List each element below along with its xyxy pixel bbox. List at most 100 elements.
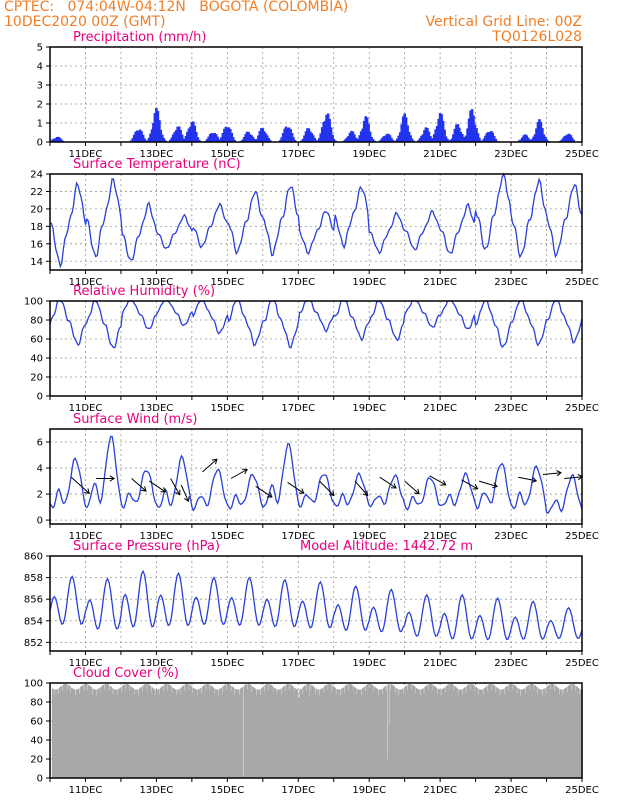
cloud-bar [384, 686, 386, 778]
precip-bar [519, 139, 523, 142]
precip-bar [230, 133, 234, 142]
cloud-bar [367, 684, 369, 778]
cloud-bar [447, 684, 449, 778]
precip-bar [420, 135, 423, 142]
cloud-bar [270, 685, 272, 778]
cloud-bar [424, 686, 427, 778]
cloud-bar [472, 684, 475, 778]
precip-bar [247, 131, 250, 142]
precip-bar [205, 139, 209, 142]
cloud-bar [441, 689, 444, 778]
cloud-bar [110, 686, 112, 778]
cloud-bar [318, 695, 320, 778]
cloud-bar [394, 692, 396, 778]
precip-bar [357, 138, 360, 142]
cloud-bar [532, 690, 534, 778]
cloud-bar [534, 685, 536, 778]
precip-bar [323, 120, 327, 142]
cloud-bar [65, 684, 67, 778]
precip-bar [458, 127, 461, 142]
cloud-bar [248, 684, 250, 778]
precip-bar [261, 128, 265, 142]
precip-bar [186, 131, 189, 142]
cloud-bar [405, 685, 407, 778]
cloud-bar [385, 686, 387, 778]
cloud-bar [122, 685, 124, 778]
cloud-bar [209, 685, 212, 778]
cloud-bar [182, 685, 184, 778]
cloud-bar [150, 685, 152, 778]
cloud-bar [344, 686, 346, 778]
precip-bar [535, 128, 538, 142]
cloud-bar [269, 684, 271, 778]
x-tick-label: 13DEC [140, 785, 174, 796]
header-line-2: 10DEC2020 00Z (GMT) [4, 14, 166, 30]
precip-bar [518, 140, 521, 142]
cloud-bar [121, 692, 123, 778]
cloud-bar [64, 684, 66, 778]
cloud-bar [431, 684, 433, 778]
cloud-bar [320, 688, 322, 778]
cloud-bar [484, 687, 486, 778]
cloud-bar [407, 684, 410, 778]
precip-bar [301, 138, 305, 142]
cloud-bar [81, 685, 83, 778]
x-tick-label: 21DEC [423, 277, 457, 288]
cloud-bar [324, 685, 326, 778]
precip-bar [147, 137, 151, 142]
cloud-bar [568, 685, 570, 778]
cloud-bar [536, 687, 538, 778]
cloud-bar [189, 684, 191, 778]
precip-bar [152, 122, 155, 142]
precip-bar [361, 128, 364, 142]
precip-bar [400, 124, 403, 142]
cloud-bar [537, 693, 539, 778]
cloud-bar [448, 684, 450, 778]
wind-vector-head [328, 490, 335, 497]
precip-bar [184, 136, 188, 142]
precip-bar [320, 127, 324, 142]
cloud-bar [535, 685, 537, 778]
x-tick-label: 11DEC [69, 277, 103, 288]
y-tick-label: 14 [30, 257, 43, 268]
cloud-bar [469, 684, 471, 778]
cloud-bar [286, 684, 288, 778]
cloud-bar [68, 685, 70, 778]
precip-bar [431, 138, 434, 142]
cloud-bar [366, 684, 368, 778]
cloud-bar [112, 694, 114, 778]
cloud-bar [325, 685, 327, 778]
cloud-bar [436, 687, 438, 778]
cloud-bar [63, 684, 65, 778]
cloud-bar [79, 693, 81, 778]
cloud-bar [113, 688, 115, 778]
cloud-bar [164, 684, 166, 778]
cloud-bar [164, 684, 166, 778]
cloud-bar [512, 689, 514, 778]
y-tick-label: 18 [30, 222, 43, 233]
cloud-bar [427, 690, 430, 778]
cloud-bar [232, 686, 234, 778]
precip-bar [221, 133, 225, 142]
cloud-bar [427, 684, 429, 778]
cloud-bar [371, 684, 373, 778]
cloud-bar [110, 687, 113, 778]
precip-bar [227, 127, 231, 142]
wind-vector [429, 475, 446, 486]
precip-bar [150, 129, 154, 142]
precip-bar [370, 136, 373, 142]
cloud-bar [212, 687, 214, 778]
cloud-bar [352, 691, 354, 778]
model-altitude: Model Altitude: 1442.72 m [300, 539, 474, 554]
cloud-bar [136, 689, 138, 778]
cloud-bar [71, 688, 73, 778]
cloud-bar [82, 684, 84, 778]
cloud-bar [273, 687, 275, 778]
cloud-bar [523, 688, 525, 778]
precip-bar [398, 132, 402, 142]
cloud-bar [58, 688, 60, 778]
cloud-bar [294, 687, 296, 778]
cloud-bar [173, 688, 175, 778]
cloud-bar [152, 687, 154, 778]
y-tick-label: 858 [24, 573, 43, 584]
